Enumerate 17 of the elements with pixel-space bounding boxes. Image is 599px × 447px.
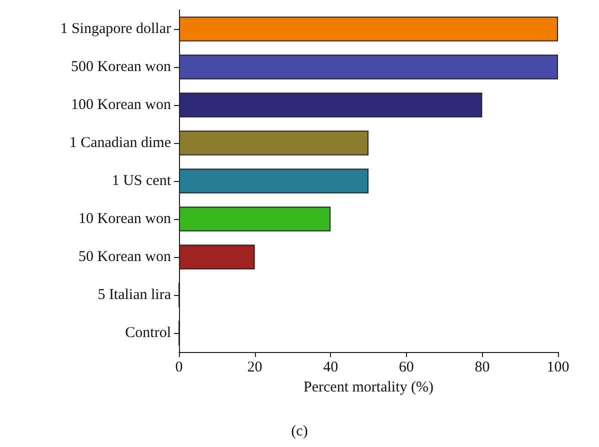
y-tick-label: Control bbox=[125, 325, 171, 341]
x-tick-label: 100 bbox=[546, 360, 570, 376]
x-tick-label: 0 bbox=[175, 360, 183, 376]
x-tick-label: 80 bbox=[474, 360, 490, 376]
x-tick-label: 60 bbox=[398, 360, 414, 376]
x-tick-label: 40 bbox=[323, 360, 338, 376]
text: (c) bbox=[291, 424, 308, 440]
y-tick-label: 5 Italian lira bbox=[98, 287, 172, 303]
y-tick-label: 50 Korean won bbox=[78, 249, 172, 265]
y-tick-label: 1 US cent bbox=[112, 173, 172, 189]
x-axis-title: Percent mortality (%) bbox=[304, 380, 434, 396]
y-tick-label: 1 Canadian dime bbox=[69, 135, 172, 151]
y-tick-label: 1 Singapore dollar bbox=[60, 21, 171, 37]
x-tick-label: 20 bbox=[247, 360, 262, 376]
y-tick-label: 100 Korean won bbox=[71, 97, 172, 113]
y-tick-label: 500 Korean won bbox=[71, 59, 172, 75]
y-tick-label: 10 Korean won bbox=[78, 211, 172, 227]
